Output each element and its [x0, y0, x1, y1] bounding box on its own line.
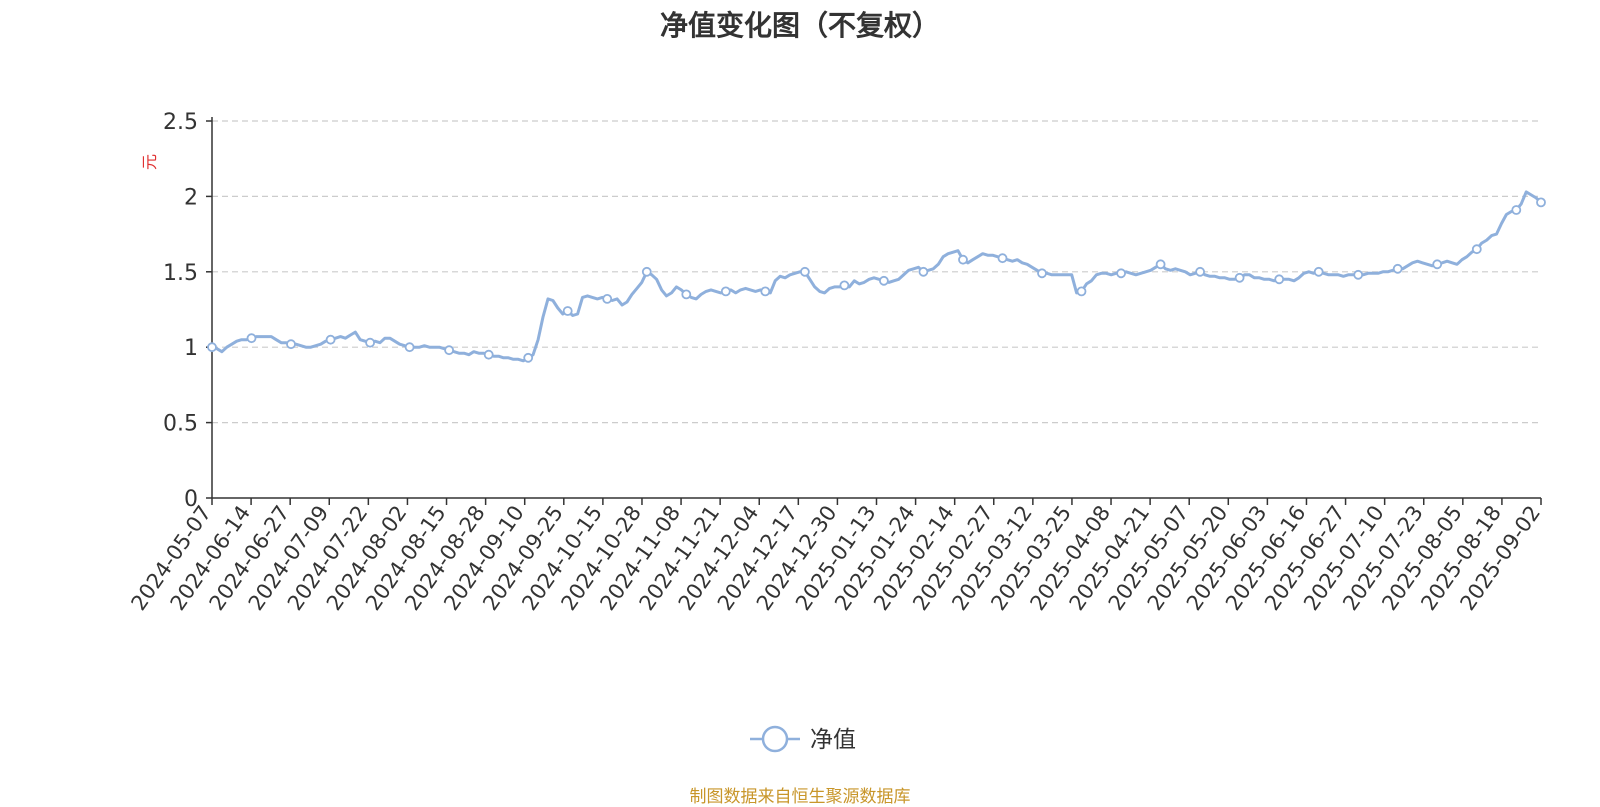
data-point[interactable]	[760, 286, 771, 297]
data-point[interactable]	[1274, 274, 1285, 285]
y-tick-label: 2.5	[163, 110, 198, 135]
data-point[interactable]	[879, 275, 889, 286]
data-point[interactable]	[1116, 268, 1126, 279]
series-line	[211, 190, 1543, 363]
data-point[interactable]	[444, 345, 455, 356]
data-point[interactable]	[1471, 244, 1482, 255]
data-point[interactable]	[918, 266, 929, 277]
data-point[interactable]	[325, 334, 336, 345]
axes	[206, 117, 1542, 505]
chart-title: 净值变化图（不复权）	[659, 9, 940, 42]
series-layer	[207, 190, 1546, 363]
data-point[interactable]	[1536, 197, 1546, 208]
legend-circle-swatch	[761, 725, 789, 753]
data-point[interactable]	[800, 266, 810, 277]
y-tick-label: 2	[184, 185, 198, 210]
data-point[interactable]	[602, 293, 613, 304]
data-point[interactable]	[839, 280, 850, 291]
x-tick-labels: 2024-05-072024-06-142024-06-272024-07-09…	[126, 501, 1545, 615]
data-point[interactable]	[365, 337, 376, 348]
y-tick-label: 1.5	[163, 261, 198, 286]
data-point[interactable]	[523, 352, 534, 363]
data-point[interactable]	[1353, 269, 1364, 280]
y-tick-label: 0.5	[163, 412, 198, 437]
data-point[interactable]	[246, 333, 257, 344]
data-point[interactable]	[641, 266, 652, 277]
data-point[interactable]	[997, 253, 1008, 264]
y-tick-label: 0	[184, 487, 198, 512]
y-axis-label: 元	[140, 154, 159, 170]
legend[interactable]: 净值	[750, 725, 856, 753]
data-point[interactable]	[1234, 272, 1245, 283]
y-tick-label: 1	[184, 336, 198, 361]
data-point[interactable]	[1392, 263, 1403, 274]
data-point[interactable]	[1195, 266, 1205, 277]
data-point[interactable]	[1511, 205, 1522, 215]
data-point[interactable]	[562, 306, 573, 316]
data-point[interactable]	[207, 342, 217, 353]
data-point[interactable]	[681, 289, 692, 300]
data-point[interactable]	[404, 342, 415, 353]
legend-label: 净值	[810, 727, 856, 753]
data-point[interactable]	[1313, 266, 1324, 277]
grid-lines	[212, 120, 1541, 424]
data-point[interactable]	[1155, 259, 1166, 270]
data-point[interactable]	[720, 286, 731, 297]
data-point[interactable]	[286, 339, 296, 350]
data-point[interactable]	[1037, 268, 1047, 279]
data-point[interactable]	[958, 254, 968, 265]
data-point[interactable]	[1432, 259, 1443, 270]
source-note: 制图数据来自恒生聚源数据库	[689, 787, 911, 807]
data-point[interactable]	[1076, 286, 1087, 297]
y-tick-labels: 0 0.5 1 1.5 2 2.5	[163, 110, 198, 512]
data-point[interactable]	[483, 349, 494, 360]
